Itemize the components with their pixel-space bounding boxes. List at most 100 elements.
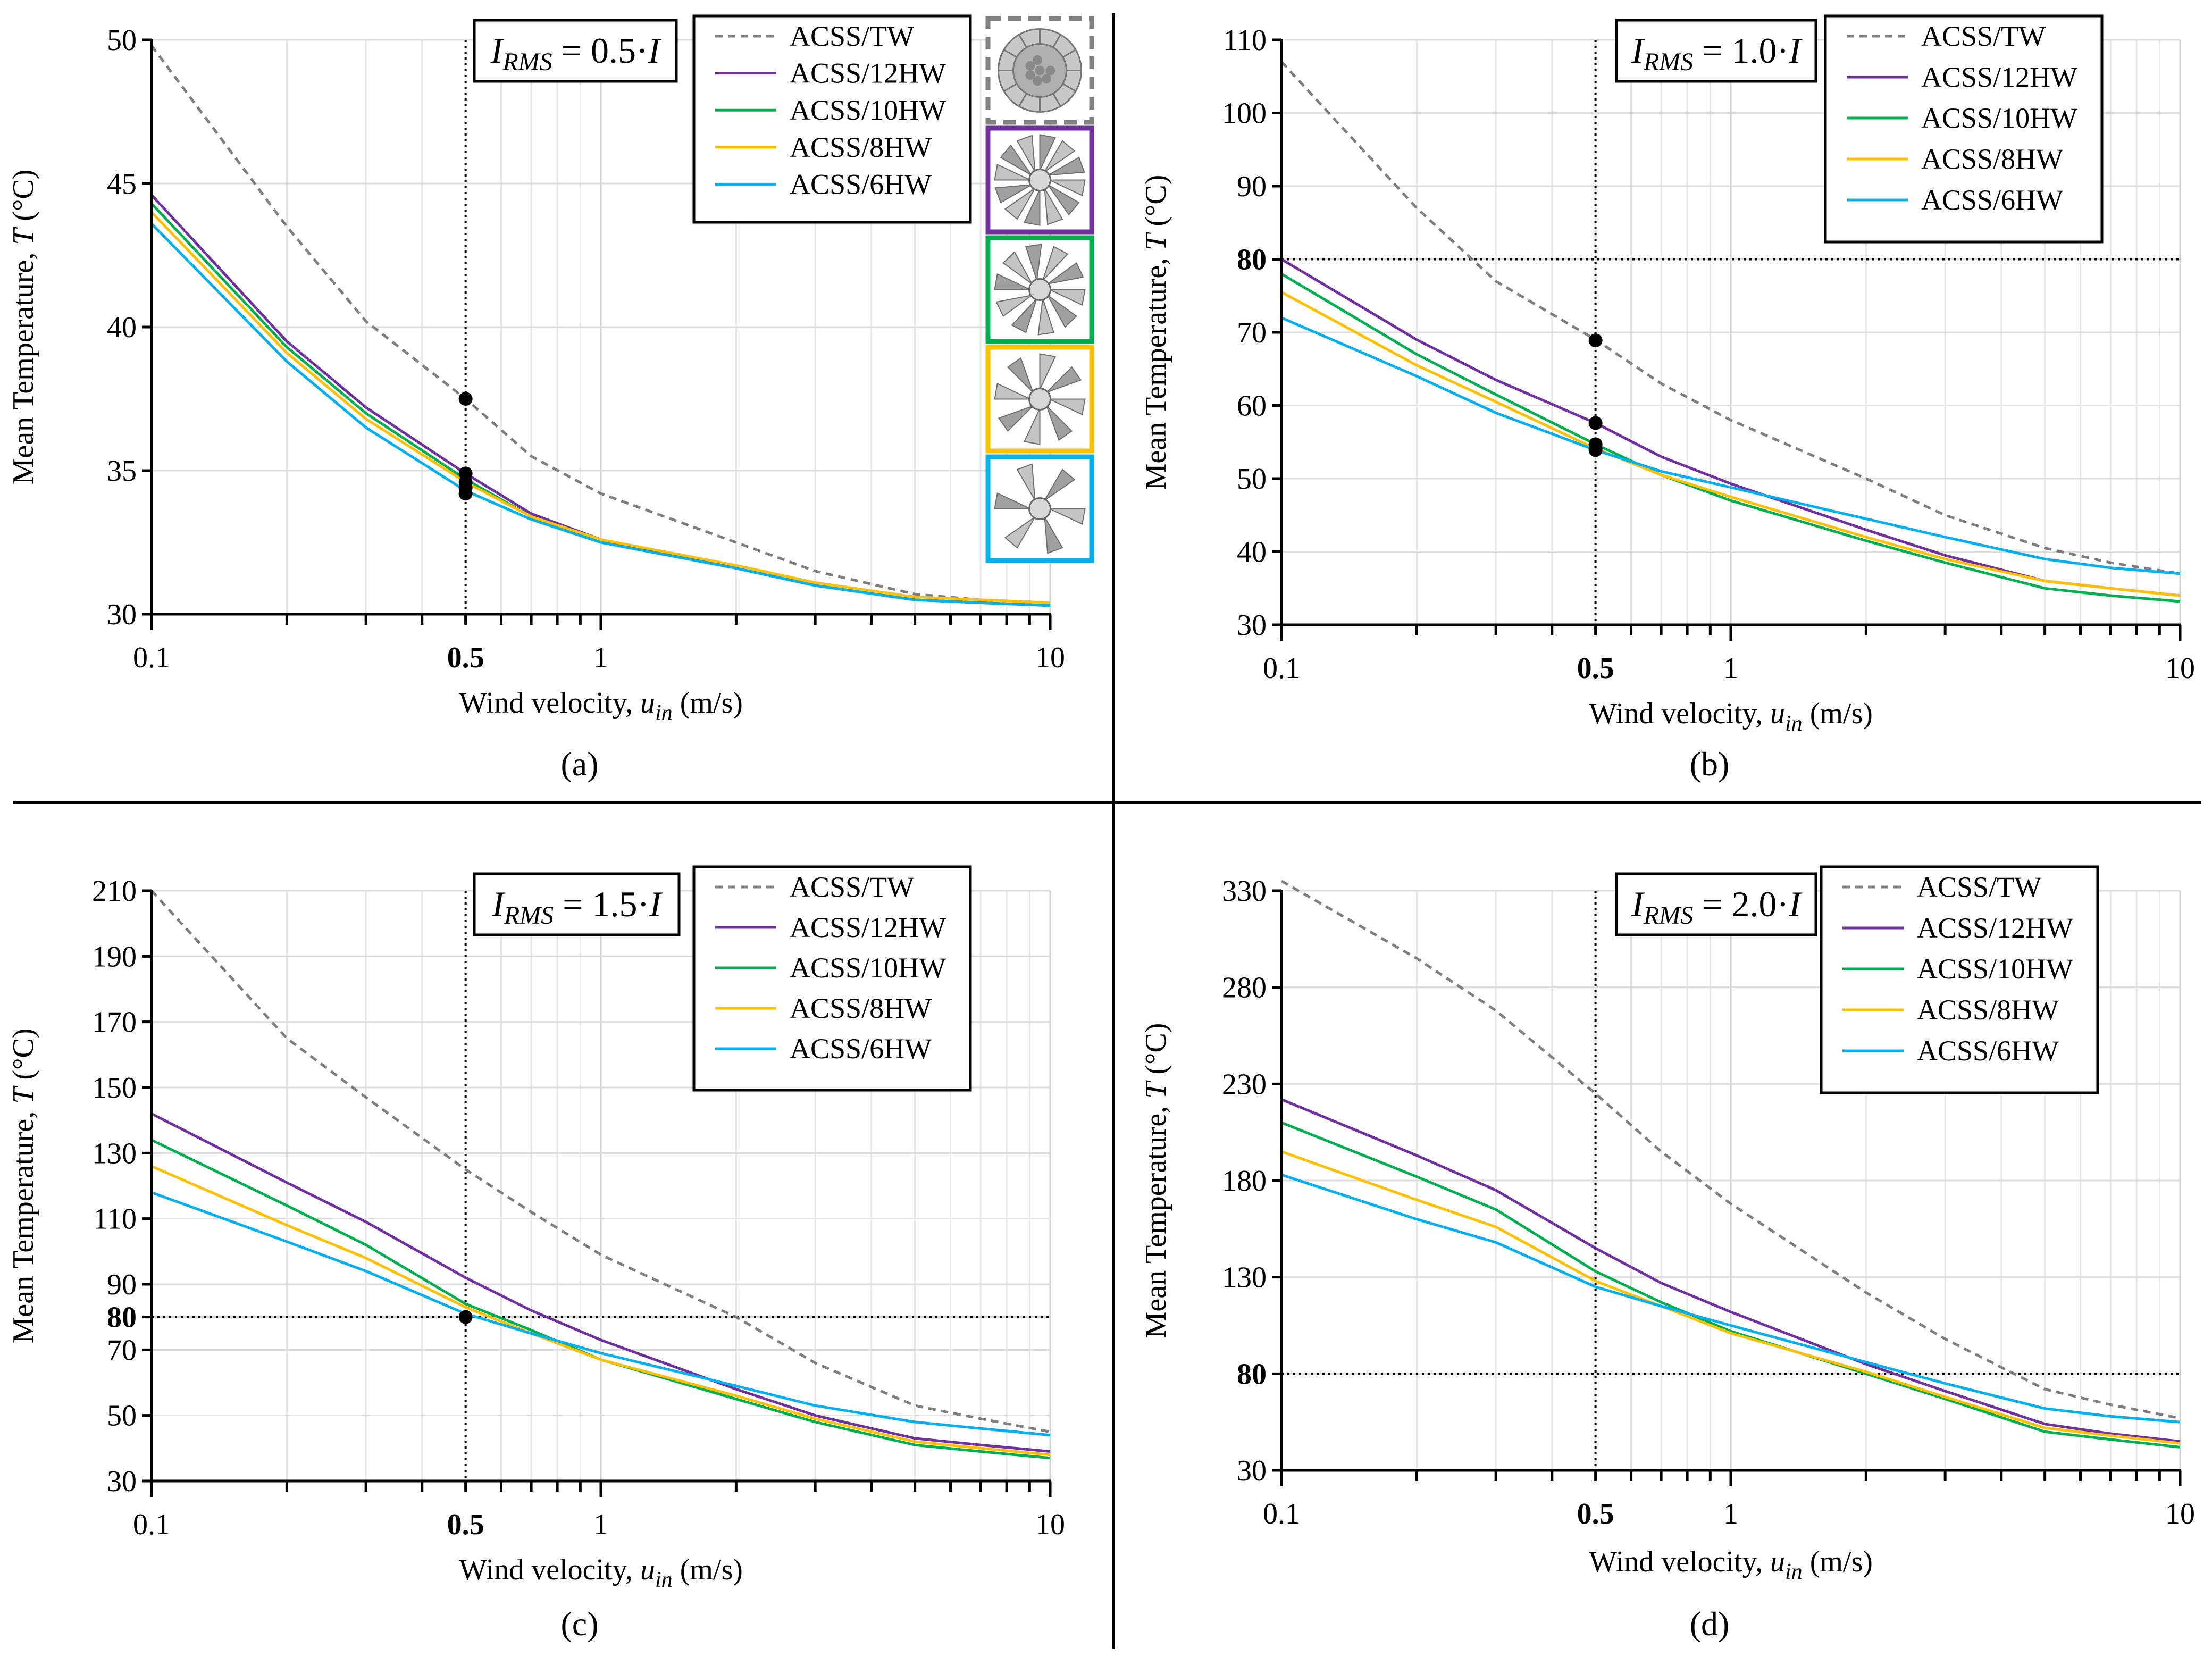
- legend-box: [692, 14, 972, 224]
- icon-shape: [1044, 516, 1063, 554]
- data-marker: [1588, 333, 1603, 348]
- y-tick-label: 180: [1222, 1165, 1267, 1198]
- y-axis-title-unit: (°C): [7, 170, 40, 229]
- y-tick-label: 50: [107, 24, 137, 57]
- y-tick-label: 100: [1222, 97, 1267, 130]
- y-axis-title-var: T: [7, 1085, 40, 1104]
- x-tick-label: 0.1: [133, 641, 170, 674]
- icon-shape: [1025, 244, 1042, 281]
- icon-shape: [1003, 83, 1017, 92]
- icon-shape: [1047, 295, 1077, 328]
- x-tick-label: 10: [1035, 1508, 1065, 1541]
- x-axis-title-var: u: [640, 1553, 655, 1586]
- x-axis-title-prefix: Wind velocity,: [459, 687, 640, 719]
- irms-var: I: [491, 884, 506, 924]
- x-axis-title-unit: (m/s): [673, 687, 743, 719]
- y-tick-label: 80: [1237, 244, 1267, 277]
- y-tick-label: 40: [1237, 536, 1267, 569]
- y-tick-label: 80: [1237, 1358, 1267, 1391]
- icon-shape: [1028, 497, 1051, 520]
- legend-box: [1820, 865, 2099, 1094]
- irms-var-2: I: [1788, 30, 1803, 71]
- irms-box: [473, 19, 678, 83]
- x-tick-label: 0.5: [1577, 652, 1614, 685]
- irms-box: [473, 872, 681, 936]
- icon-shape: [1052, 93, 1061, 107]
- irms-label: IRMS = 0.5·I: [490, 30, 662, 76]
- icon-shape: [1047, 262, 1084, 285]
- irms-label: IRMS = 2.0·I: [1631, 884, 1803, 930]
- x-axis-title-unit: (m/s): [673, 1553, 743, 1586]
- panel-caption: (c): [560, 1605, 598, 1643]
- series-line-acss-10hw: [1281, 1121, 2181, 1449]
- x-tick-label: 0.5: [447, 641, 484, 674]
- icon-shape: [1049, 179, 1086, 197]
- 8hw-conductor-icon: [985, 345, 1094, 454]
- y-tick-label: 90: [107, 1268, 137, 1301]
- x-axis-title-unit: (m/s): [1803, 1545, 1873, 1578]
- y-axis-title: Mean Temperature, T (°C): [7, 1028, 40, 1344]
- icon-shape: [1039, 353, 1057, 390]
- icon-shape: [994, 184, 1032, 204]
- icon-shape: [1062, 49, 1076, 58]
- icon-shape: [1023, 408, 1041, 445]
- x-axis-title: Wind velocity, uin (m/s): [459, 687, 743, 725]
- y-tick-label: 110: [93, 1203, 137, 1236]
- legend-label: ACSS/12HW: [1917, 912, 2073, 944]
- icon-shape: [1049, 398, 1086, 416]
- y-axis-title-var: T: [1139, 232, 1172, 250]
- series-line-acss-12hw: [150, 1112, 1051, 1453]
- y-tick-label: 90: [1237, 170, 1267, 203]
- icon-shape: [1039, 134, 1057, 171]
- x-tick-label: 0.5: [447, 1508, 484, 1541]
- y-tick-label: 60: [1237, 390, 1267, 423]
- data-marker: [458, 392, 473, 406]
- icon-shape: [1007, 357, 1034, 393]
- series-line-acss-6hw: [151, 1191, 1051, 1437]
- irms-var-2: I: [1788, 884, 1803, 924]
- irms-factor: 1.5: [592, 884, 638, 924]
- icon-shape: [1049, 289, 1086, 306]
- y-tick-label: 30: [1237, 1454, 1267, 1487]
- series-line-acss-8hw: [150, 211, 1051, 604]
- x-tick-label: 10: [2165, 1497, 2195, 1530]
- y-tick-label: 30: [107, 598, 137, 631]
- icon-shape: [1000, 144, 1032, 176]
- icon-shape: [1018, 93, 1027, 107]
- series-line-acss-8hw: [1280, 291, 2181, 597]
- y-axis-title: Mean Temperature, T (°C): [1139, 175, 1172, 490]
- irms-var: I: [1631, 884, 1645, 924]
- irms-dot: ·: [1777, 30, 1789, 71]
- icon-shape: [1033, 55, 1043, 65]
- irms-var-2: I: [648, 30, 662, 71]
- x-tick-label: 0.1: [1263, 1497, 1300, 1530]
- icon-shape: [1035, 65, 1045, 76]
- icon-shape: [994, 273, 1030, 290]
- series-line-acss-6hw: [1281, 316, 2181, 575]
- irms-label: IRMS = 1.5·I: [491, 884, 663, 930]
- data-marker: [458, 487, 473, 501]
- icon-shape: [1025, 61, 1035, 71]
- icon-shape: [1037, 298, 1055, 336]
- y-tick-label: 45: [107, 168, 137, 200]
- series-line-acss-10hw: [1280, 272, 2181, 603]
- y-axis-title: Mean Temperature, T (°C): [7, 170, 40, 485]
- x-tick-label: 0.5: [1577, 1497, 1614, 1530]
- legend: ACSS/TW ACSS/12HW ACSS/10HW ACSS/8HW ACSS/6H…: [692, 865, 972, 1092]
- x-axis-title-var: u: [1770, 1545, 1785, 1578]
- series-line-acss-8hw: [151, 1165, 1051, 1457]
- y-tick-label: 110: [1223, 24, 1267, 57]
- legend-label: ACSS/6HW: [790, 1033, 932, 1065]
- icon-shape: [994, 382, 1030, 400]
- irms-eq: =: [1693, 884, 1731, 924]
- conductor-icons: [985, 16, 1094, 563]
- x-axis-title-sub: in: [655, 701, 673, 725]
- legend-label: ACSS/TW: [790, 20, 914, 52]
- y-tick-label: 170: [92, 1006, 137, 1039]
- y-tick-label: 190: [92, 940, 137, 973]
- legend-label: ACSS/8HW: [790, 992, 932, 1024]
- x-axis-title-var: u: [640, 687, 655, 719]
- icon-shape: [1048, 184, 1080, 216]
